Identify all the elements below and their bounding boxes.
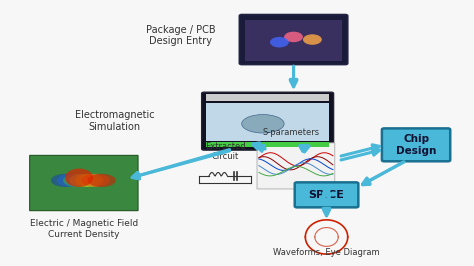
Text: S-parameters: S-parameters <box>263 128 320 138</box>
FancyBboxPatch shape <box>246 20 342 61</box>
Ellipse shape <box>242 115 284 133</box>
Ellipse shape <box>303 34 322 45</box>
FancyBboxPatch shape <box>206 103 329 142</box>
FancyBboxPatch shape <box>382 128 450 161</box>
Ellipse shape <box>65 169 93 187</box>
Ellipse shape <box>69 174 98 187</box>
FancyBboxPatch shape <box>257 143 335 189</box>
Text: Package / PCB
Design Entry: Package / PCB Design Entry <box>146 25 215 46</box>
Text: Chip
Design: Chip Design <box>396 134 436 156</box>
FancyBboxPatch shape <box>295 182 358 207</box>
Bar <box>206 142 329 147</box>
Text: Electromagnetic
Simulation: Electromagnetic Simulation <box>75 110 155 132</box>
Text: Waveforms, Eye Diagram: Waveforms, Eye Diagram <box>273 248 380 257</box>
FancyBboxPatch shape <box>239 15 348 65</box>
Ellipse shape <box>284 32 303 42</box>
Ellipse shape <box>270 37 289 47</box>
Text: Extracted
Circuit: Extracted Circuit <box>205 142 246 161</box>
FancyBboxPatch shape <box>201 92 334 150</box>
Text: Electric / Magnetic Field
Current Density: Electric / Magnetic Field Current Densit… <box>30 219 138 239</box>
Ellipse shape <box>88 174 116 187</box>
Text: SPICE: SPICE <box>309 190 345 200</box>
Ellipse shape <box>63 174 91 187</box>
FancyBboxPatch shape <box>30 155 138 211</box>
Ellipse shape <box>82 174 110 187</box>
Ellipse shape <box>51 174 79 187</box>
Ellipse shape <box>75 174 104 187</box>
Ellipse shape <box>57 174 85 187</box>
FancyBboxPatch shape <box>206 94 329 101</box>
